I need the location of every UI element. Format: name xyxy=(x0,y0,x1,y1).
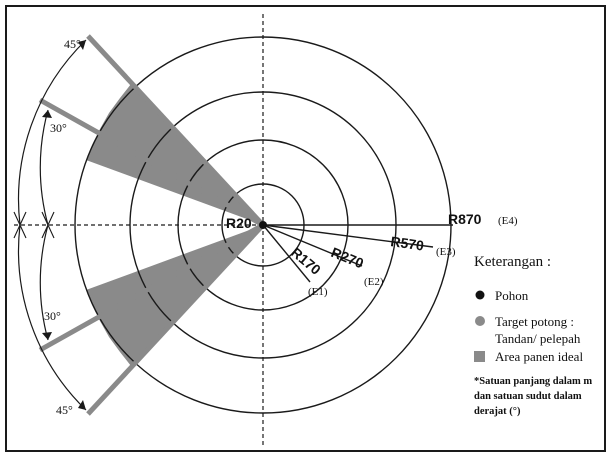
center-radius-label: R20 xyxy=(226,215,252,231)
legend-item-tree: Pohon xyxy=(495,288,529,303)
target-line-45-lower xyxy=(86,223,265,416)
arc-45-upper xyxy=(17,39,87,226)
legend-title: Keterangan : xyxy=(474,254,551,270)
legend-item-target-sub: Tandan/ pelepah xyxy=(495,331,581,346)
arrowhead xyxy=(42,332,52,340)
arc-45-lower xyxy=(17,224,87,411)
angle-label-upper-30: 30° xyxy=(50,121,67,135)
arc-30-lower xyxy=(39,224,49,341)
arc-tick-outer xyxy=(13,211,27,239)
ring-tag-e4: (E4) xyxy=(498,215,518,227)
arrowhead xyxy=(78,400,86,410)
frame-border xyxy=(5,5,606,452)
radius-label-e4: R870 xyxy=(448,211,482,227)
radius-line-e2 xyxy=(262,224,363,267)
legend-area-marker xyxy=(474,351,485,362)
ring-tag-e1: (E1) xyxy=(308,286,328,298)
arrowhead xyxy=(42,110,52,118)
arrowhead xyxy=(78,40,86,50)
lower-harvest-wedge xyxy=(86,225,263,366)
legend-note-line3: derajat (°) xyxy=(474,406,521,417)
angle-label-lower-30: 30° xyxy=(44,309,61,323)
arc-tick-inner xyxy=(41,211,55,239)
target-line-30-lower xyxy=(38,222,265,353)
legend-item-area: Area panen ideal xyxy=(495,349,583,364)
legend-note-line2: dan satuan sudut dalam xyxy=(474,391,582,402)
target-line-30-upper xyxy=(38,97,265,228)
target-line-45-upper xyxy=(86,34,265,227)
ring-tag-e3: (E3) xyxy=(436,246,456,258)
upper-harvest-wedge xyxy=(86,84,263,225)
radius-label-e3: R570 xyxy=(390,233,426,254)
tree-point xyxy=(259,221,267,229)
angle-label-upper-45: 45° xyxy=(64,37,81,51)
ring-tag-e2: (E2) xyxy=(364,276,384,288)
legend-item-target: Target potong : xyxy=(495,314,574,329)
legend: Keterangan : Pohon Target potong : Tanda… xyxy=(474,254,592,417)
legend-note-line1: *Satuan panjang dalam m xyxy=(474,376,592,387)
radius-line-e3 xyxy=(262,224,434,248)
legend-tree-marker xyxy=(475,290,485,300)
arc-30-upper xyxy=(39,109,49,226)
legend-target-marker xyxy=(475,316,485,326)
angle-label-lower-45: 45° xyxy=(56,403,73,417)
radius-line-e1 xyxy=(262,224,311,283)
